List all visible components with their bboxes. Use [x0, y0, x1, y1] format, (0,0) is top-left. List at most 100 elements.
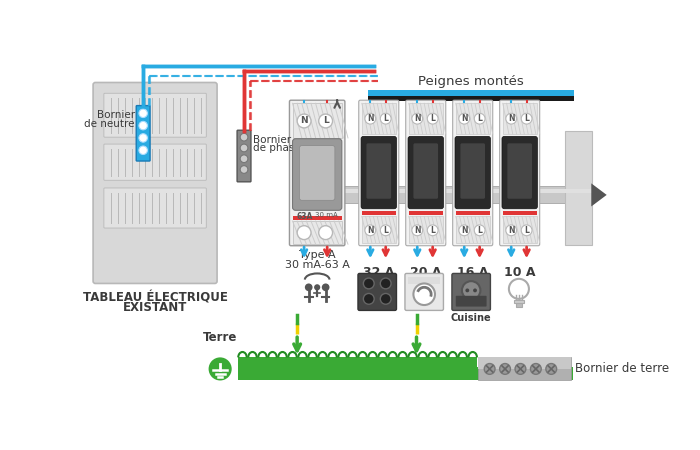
Bar	[565, 131, 592, 245]
Circle shape	[531, 364, 541, 374]
FancyBboxPatch shape	[358, 274, 396, 310]
Circle shape	[240, 144, 248, 152]
Bar	[409, 216, 442, 243]
Text: L: L	[524, 226, 529, 235]
Circle shape	[322, 284, 330, 291]
Circle shape	[139, 122, 148, 130]
Bar	[293, 216, 342, 220]
Circle shape	[298, 226, 311, 239]
Bar	[362, 216, 396, 243]
FancyBboxPatch shape	[502, 136, 538, 209]
Circle shape	[298, 114, 311, 128]
Circle shape	[240, 133, 248, 141]
Circle shape	[139, 146, 148, 154]
Text: Terre: Terre	[203, 330, 237, 343]
Bar	[368, 96, 574, 101]
Circle shape	[414, 284, 435, 305]
Text: 30 mA: 30 mA	[315, 212, 338, 218]
FancyBboxPatch shape	[361, 136, 396, 209]
Bar	[238, 367, 573, 381]
FancyBboxPatch shape	[500, 100, 540, 246]
Bar	[456, 104, 490, 134]
Circle shape	[462, 281, 480, 300]
FancyBboxPatch shape	[508, 143, 532, 199]
Text: 20 A: 20 A	[410, 266, 442, 279]
FancyBboxPatch shape	[104, 144, 206, 180]
Circle shape	[522, 225, 532, 236]
Text: L: L	[384, 226, 388, 235]
Text: L: L	[430, 226, 435, 235]
Circle shape	[506, 113, 517, 124]
Circle shape	[240, 166, 248, 173]
Circle shape	[427, 225, 438, 236]
Circle shape	[509, 279, 529, 299]
Circle shape	[139, 109, 148, 117]
Bar	[514, 300, 524, 303]
Text: N: N	[414, 226, 421, 235]
FancyBboxPatch shape	[358, 100, 399, 246]
Bar	[456, 216, 490, 243]
Circle shape	[427, 113, 438, 124]
FancyBboxPatch shape	[237, 130, 251, 182]
FancyBboxPatch shape	[93, 82, 217, 284]
FancyBboxPatch shape	[456, 296, 486, 306]
Circle shape	[459, 113, 470, 124]
Circle shape	[459, 225, 470, 236]
Circle shape	[380, 113, 391, 124]
Text: N: N	[414, 114, 421, 123]
Text: Bornier: Bornier	[97, 110, 134, 120]
Text: Bornier: Bornier	[253, 135, 291, 145]
Circle shape	[412, 113, 423, 124]
FancyBboxPatch shape	[290, 100, 345, 246]
Text: N: N	[508, 226, 514, 235]
Bar	[292, 186, 594, 203]
Circle shape	[466, 288, 469, 292]
FancyBboxPatch shape	[414, 143, 438, 199]
Bar	[408, 277, 440, 284]
Bar	[368, 90, 574, 95]
Text: EXISTANT: EXISTANT	[123, 301, 188, 314]
Bar	[362, 211, 396, 215]
Circle shape	[412, 225, 423, 236]
FancyBboxPatch shape	[104, 188, 206, 228]
Text: L: L	[430, 114, 435, 123]
Circle shape	[500, 364, 510, 374]
Text: N: N	[508, 114, 514, 123]
Circle shape	[522, 113, 532, 124]
Bar	[293, 221, 342, 244]
Circle shape	[484, 364, 495, 374]
Circle shape	[305, 284, 313, 291]
Bar	[409, 104, 442, 134]
Bar	[362, 104, 396, 134]
Bar	[456, 211, 490, 215]
Text: L: L	[384, 114, 388, 123]
Text: Type A: Type A	[299, 250, 335, 261]
Circle shape	[318, 114, 332, 128]
Bar	[478, 357, 570, 369]
FancyBboxPatch shape	[367, 143, 391, 199]
Circle shape	[209, 357, 232, 381]
Circle shape	[506, 225, 517, 236]
Text: N: N	[461, 114, 468, 123]
Text: TABLEAU ÉLECTRIQUE: TABLEAU ÉLECTRIQUE	[83, 292, 228, 305]
FancyBboxPatch shape	[453, 100, 493, 246]
FancyBboxPatch shape	[293, 139, 342, 210]
Text: Cuisine: Cuisine	[451, 314, 491, 324]
FancyBboxPatch shape	[455, 136, 491, 209]
Bar	[238, 357, 477, 381]
Text: N: N	[367, 114, 374, 123]
Bar	[503, 211, 537, 215]
Text: 63A: 63A	[297, 212, 313, 221]
Bar	[409, 211, 442, 215]
Text: de phase: de phase	[253, 143, 301, 153]
Circle shape	[363, 293, 374, 304]
Text: Bornier de terre: Bornier de terre	[575, 362, 669, 375]
Circle shape	[380, 293, 391, 304]
Circle shape	[365, 225, 376, 236]
FancyBboxPatch shape	[452, 274, 491, 310]
Text: N: N	[300, 117, 308, 126]
Circle shape	[240, 155, 248, 162]
Circle shape	[380, 225, 391, 236]
FancyBboxPatch shape	[104, 93, 206, 137]
Text: L: L	[524, 114, 529, 123]
